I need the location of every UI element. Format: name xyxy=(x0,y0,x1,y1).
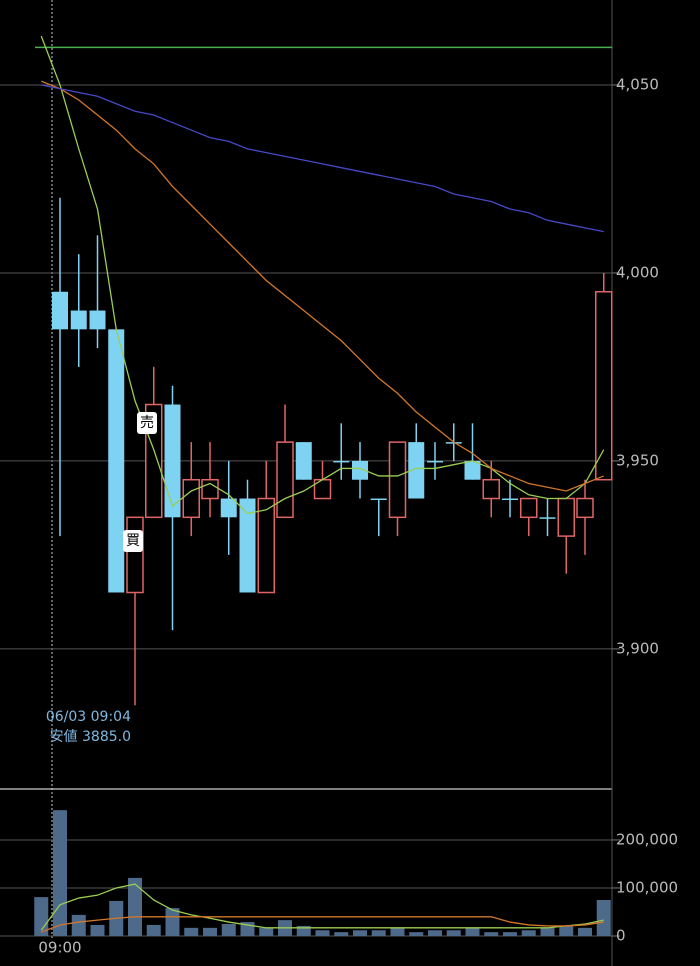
volume-bar xyxy=(559,925,574,936)
candle-body xyxy=(595,290,613,481)
volume-bar xyxy=(71,914,86,936)
signal-box xyxy=(123,530,143,552)
signal-buy: 買 xyxy=(126,533,140,549)
volume-bar xyxy=(259,927,274,936)
signal-sell: 売 xyxy=(140,415,154,431)
volume-bar xyxy=(315,930,330,936)
candle-body xyxy=(182,478,200,519)
candle-body xyxy=(108,329,125,593)
volume-bar xyxy=(184,927,199,936)
candle-body xyxy=(557,497,575,537)
candle-body xyxy=(295,442,312,480)
annotation-date: 06/03 09:04 xyxy=(46,709,131,725)
y-tick-label: 200,000 xyxy=(616,830,678,848)
moving-average xyxy=(40,35,605,515)
candle-body xyxy=(388,441,407,519)
y-tick-label: 3,950 xyxy=(616,451,659,469)
moving-average xyxy=(40,883,604,931)
moving-average xyxy=(41,80,604,492)
signal-box xyxy=(137,412,157,434)
volume-bar xyxy=(503,932,517,936)
annotation-low: 安値 3885.0 xyxy=(50,729,131,745)
candle-body xyxy=(370,498,387,501)
y-tick-label: 4,000 xyxy=(616,263,659,281)
candle-body xyxy=(352,460,368,480)
volume-bar xyxy=(446,930,461,936)
y-tick-label: 3,900 xyxy=(616,639,659,657)
candle-body xyxy=(502,498,518,501)
volume-bar xyxy=(165,908,180,936)
candle-body xyxy=(539,517,556,519)
volume-bar xyxy=(409,932,424,936)
moving-average xyxy=(41,916,604,933)
y-tick-label: 4,050 xyxy=(616,75,659,93)
candle-body xyxy=(464,460,481,480)
volume-bar xyxy=(90,924,105,936)
volume-bar xyxy=(334,932,349,936)
volume-bar xyxy=(540,927,555,936)
candle-body xyxy=(427,460,443,463)
candle-body xyxy=(52,291,68,330)
candle-body xyxy=(70,310,87,330)
volume-bar xyxy=(484,932,499,936)
volume-bar xyxy=(203,927,217,936)
volume-bar xyxy=(353,930,367,936)
volume-bar xyxy=(53,810,67,936)
volume-bar xyxy=(296,925,311,936)
candle-body xyxy=(520,497,538,519)
candle-body xyxy=(89,310,106,330)
candle-body xyxy=(220,498,237,518)
candle-body xyxy=(576,497,594,519)
volume-bar xyxy=(146,924,161,936)
volume-bar xyxy=(428,930,442,936)
candle-body xyxy=(201,478,219,500)
volume-bar xyxy=(465,927,480,936)
candle-body xyxy=(257,497,275,594)
candle-body xyxy=(482,478,500,500)
candle-body xyxy=(408,442,425,499)
volume-bar xyxy=(390,927,405,936)
volume-bar xyxy=(596,899,611,936)
volume-bar xyxy=(578,927,592,936)
volume-bar xyxy=(371,930,386,936)
candle-body xyxy=(164,404,181,518)
volume-bar xyxy=(521,930,536,936)
candle-body xyxy=(276,441,294,519)
volume-bar xyxy=(221,923,236,936)
volume-bar xyxy=(128,877,142,936)
candle-body xyxy=(333,460,350,463)
moving-average xyxy=(41,84,604,233)
y-tick-label: 0 xyxy=(616,927,626,945)
candle-body xyxy=(239,498,256,593)
x-tick-label: 09:00 xyxy=(38,939,81,957)
y-tick-label: 100,000 xyxy=(616,878,678,896)
candle-body xyxy=(126,516,144,594)
